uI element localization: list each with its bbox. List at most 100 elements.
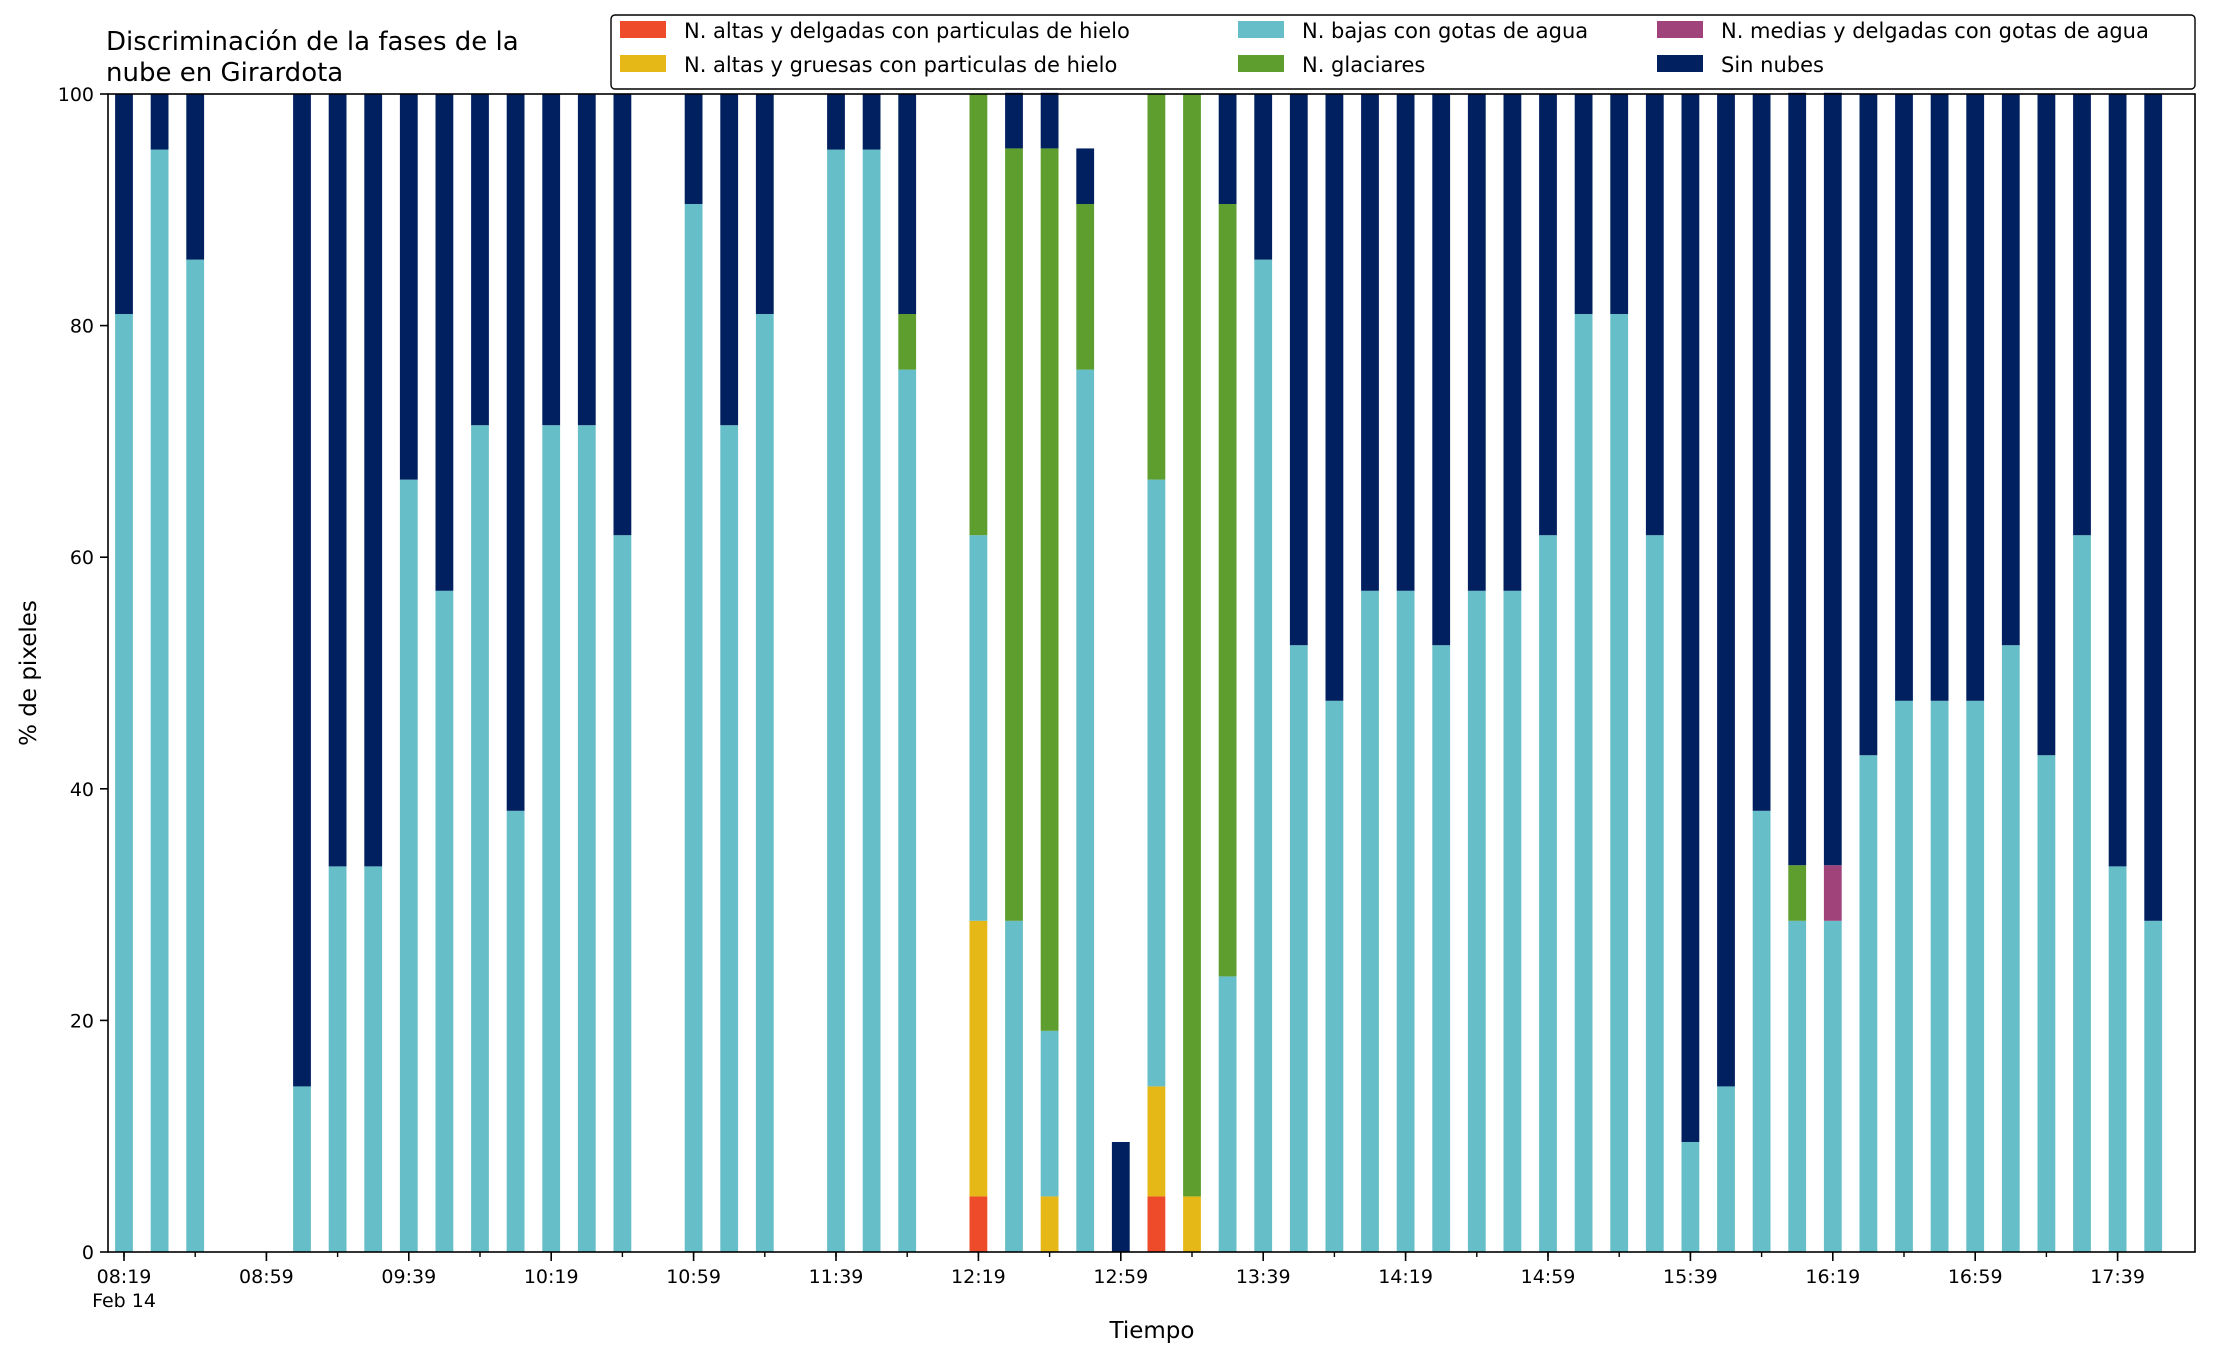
bar-segment bbox=[1040, 148, 1059, 1031]
bar-segment bbox=[2073, 535, 2091, 1252]
bar-segment bbox=[1467, 94, 1486, 591]
y-tick-label: 100 bbox=[58, 84, 94, 106]
bar-segment bbox=[684, 94, 703, 205]
bar-segment bbox=[1966, 700, 1985, 1252]
bar-segment bbox=[1467, 590, 1486, 1252]
x-tick-label: 12:59 bbox=[1093, 1266, 1148, 1288]
bar-segment bbox=[969, 535, 988, 921]
bar-segment bbox=[1254, 259, 1273, 1253]
legend-label: N. altas y gruesas con particulas de hie… bbox=[684, 53, 1117, 77]
bar-segment bbox=[1895, 700, 1913, 1252]
bar-segment bbox=[898, 94, 917, 315]
bar-segment bbox=[1325, 700, 1344, 1252]
x-tick-label: 08:59 bbox=[239, 1266, 294, 1288]
bar-segment bbox=[1005, 920, 1023, 1252]
x-tick-label: 09:39 bbox=[381, 1266, 436, 1288]
legend-swatch bbox=[620, 55, 666, 72]
x-tick-label: 12:19 bbox=[951, 1266, 1006, 1288]
x-tick-label: 14:19 bbox=[1378, 1266, 1433, 1288]
bar-segment bbox=[328, 866, 347, 1252]
bar-segment bbox=[115, 314, 133, 1252]
bar-segment bbox=[471, 425, 489, 1252]
bar-segment bbox=[1717, 94, 1735, 1087]
bar-segment bbox=[1432, 94, 1451, 646]
x-tick-label: 17:39 bbox=[2090, 1266, 2145, 1288]
bar-segment bbox=[293, 94, 311, 1087]
legend-swatch bbox=[1657, 21, 1703, 38]
bar-segment bbox=[1361, 94, 1379, 591]
bar-segment bbox=[2001, 645, 2020, 1252]
bar-segment bbox=[1930, 700, 1949, 1252]
bar-segment bbox=[2001, 94, 2020, 646]
bar-segment bbox=[471, 94, 489, 426]
bar-segment bbox=[435, 94, 454, 591]
bar-segment bbox=[613, 535, 632, 1252]
bar-segment bbox=[1183, 1196, 1201, 1252]
bar-segment bbox=[1645, 535, 1664, 1252]
bar-segment bbox=[755, 314, 774, 1252]
bar-segment bbox=[898, 369, 917, 1253]
bar-segment bbox=[1147, 94, 1166, 480]
bar-segment bbox=[898, 314, 917, 370]
bar-segment bbox=[1183, 94, 1201, 1197]
bar-segment bbox=[1788, 920, 1807, 1252]
bar-segment bbox=[186, 94, 205, 260]
bar-segment bbox=[1788, 92, 1807, 866]
bar-segment bbox=[1823, 920, 1842, 1252]
bar-segment bbox=[1503, 590, 1522, 1252]
bar-segment bbox=[2037, 755, 2056, 1252]
bar-segment bbox=[1539, 94, 1557, 536]
x-tick-label: 16:19 bbox=[1805, 1266, 1860, 1288]
y-tick-label: 60 bbox=[70, 547, 94, 569]
x-tick-label: 10:19 bbox=[524, 1266, 579, 1288]
y-axis: 0 20 40 60 80 100 bbox=[58, 84, 108, 1264]
bar-segment bbox=[1610, 314, 1629, 1252]
bar-segment bbox=[1610, 94, 1629, 315]
bar-segment bbox=[1681, 94, 1700, 1142]
bar-segment bbox=[399, 479, 418, 1252]
x-date-label: Feb 14 bbox=[92, 1290, 156, 1312]
bar-segment bbox=[2108, 866, 2127, 1252]
bar-segment bbox=[150, 149, 169, 1253]
bar-segment bbox=[1859, 94, 1878, 756]
legend: N. altas y delgadas con particulas de hi… bbox=[610, 14, 2196, 90]
bar-segment bbox=[827, 149, 845, 1253]
bar-segment bbox=[364, 866, 383, 1252]
bar-segment bbox=[1823, 92, 1842, 866]
bar-segment bbox=[1218, 204, 1237, 977]
bar-segment bbox=[1396, 590, 1415, 1252]
bar-segment bbox=[1254, 94, 1273, 260]
chart-title: Discriminación de la fases de la nube en … bbox=[106, 27, 519, 88]
bar-segment bbox=[969, 1196, 988, 1252]
bar-segment bbox=[506, 94, 525, 811]
bar-segment bbox=[2073, 94, 2091, 536]
x-tick-label: 10:59 bbox=[666, 1266, 721, 1288]
bar-segment bbox=[293, 1086, 311, 1252]
bar-segment bbox=[1005, 92, 1023, 149]
bar-segment bbox=[506, 810, 525, 1252]
bar-segment bbox=[1005, 148, 1023, 921]
chart-title-line: Discriminación de la fases de la bbox=[106, 27, 519, 57]
bar-segment bbox=[1859, 755, 1878, 1252]
bar-segment bbox=[1076, 204, 1095, 370]
legend-label: Sin nubes bbox=[1721, 53, 1824, 77]
bars bbox=[115, 92, 2163, 1253]
x-tick-label: 11:39 bbox=[809, 1266, 864, 1288]
bar-segment bbox=[1040, 92, 1059, 149]
bar-segment bbox=[1717, 1086, 1735, 1252]
bar-segment bbox=[1147, 1086, 1166, 1197]
bar-segment bbox=[1147, 479, 1166, 1087]
bar-segment bbox=[1325, 94, 1344, 701]
legend-swatch bbox=[1238, 55, 1284, 72]
bar-segment bbox=[1396, 94, 1415, 591]
y-tick-label: 0 bbox=[82, 1242, 94, 1264]
y-tick-label: 20 bbox=[70, 1010, 94, 1032]
bar-segment bbox=[1040, 1196, 1059, 1252]
legend-label: N. bajas con gotas de agua bbox=[1302, 19, 1588, 43]
y-tick-label: 80 bbox=[70, 316, 94, 338]
bar-segment bbox=[1752, 94, 1771, 811]
bar-segment bbox=[720, 425, 739, 1252]
bar-segment bbox=[1823, 865, 1842, 921]
bar-segment bbox=[2037, 94, 2056, 756]
bar-segment bbox=[969, 94, 988, 536]
